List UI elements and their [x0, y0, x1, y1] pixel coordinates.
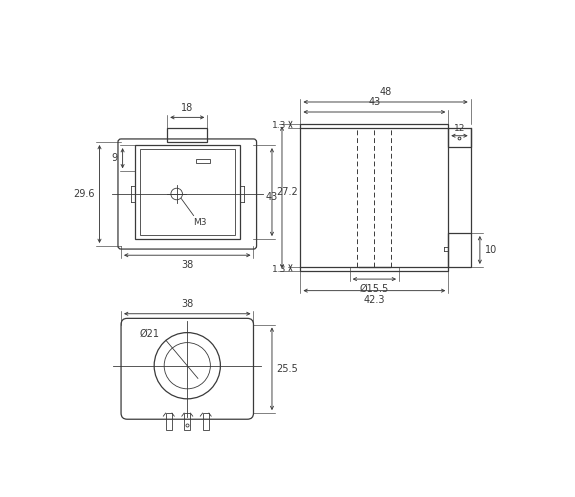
- Text: Ø21: Ø21: [140, 329, 160, 339]
- Text: 38: 38: [181, 299, 193, 309]
- Bar: [196, 159, 210, 163]
- Text: 18: 18: [181, 103, 193, 113]
- Text: 42.3: 42.3: [363, 295, 385, 305]
- Text: 12: 12: [454, 124, 465, 133]
- Text: 25.5: 25.5: [277, 364, 298, 374]
- Bar: [448, 128, 470, 147]
- Text: 1.3: 1.3: [271, 121, 286, 130]
- Text: 27.2: 27.2: [277, 187, 298, 197]
- Text: 29.6: 29.6: [74, 189, 95, 199]
- Text: M3: M3: [194, 218, 207, 227]
- Bar: [140, 149, 235, 235]
- Text: 43: 43: [265, 192, 277, 202]
- Bar: [184, 413, 190, 430]
- Text: 48: 48: [380, 87, 392, 97]
- Text: Ø15.5: Ø15.5: [360, 284, 389, 294]
- Text: 10: 10: [485, 245, 497, 255]
- Text: 1.3: 1.3: [271, 265, 286, 274]
- Text: 43: 43: [368, 97, 381, 107]
- Bar: [167, 128, 208, 142]
- Bar: [166, 413, 172, 430]
- Text: 38: 38: [181, 260, 193, 270]
- Bar: [448, 233, 470, 267]
- Bar: [135, 145, 240, 239]
- Bar: [301, 124, 448, 271]
- Bar: [202, 413, 209, 430]
- Text: 9: 9: [112, 153, 118, 163]
